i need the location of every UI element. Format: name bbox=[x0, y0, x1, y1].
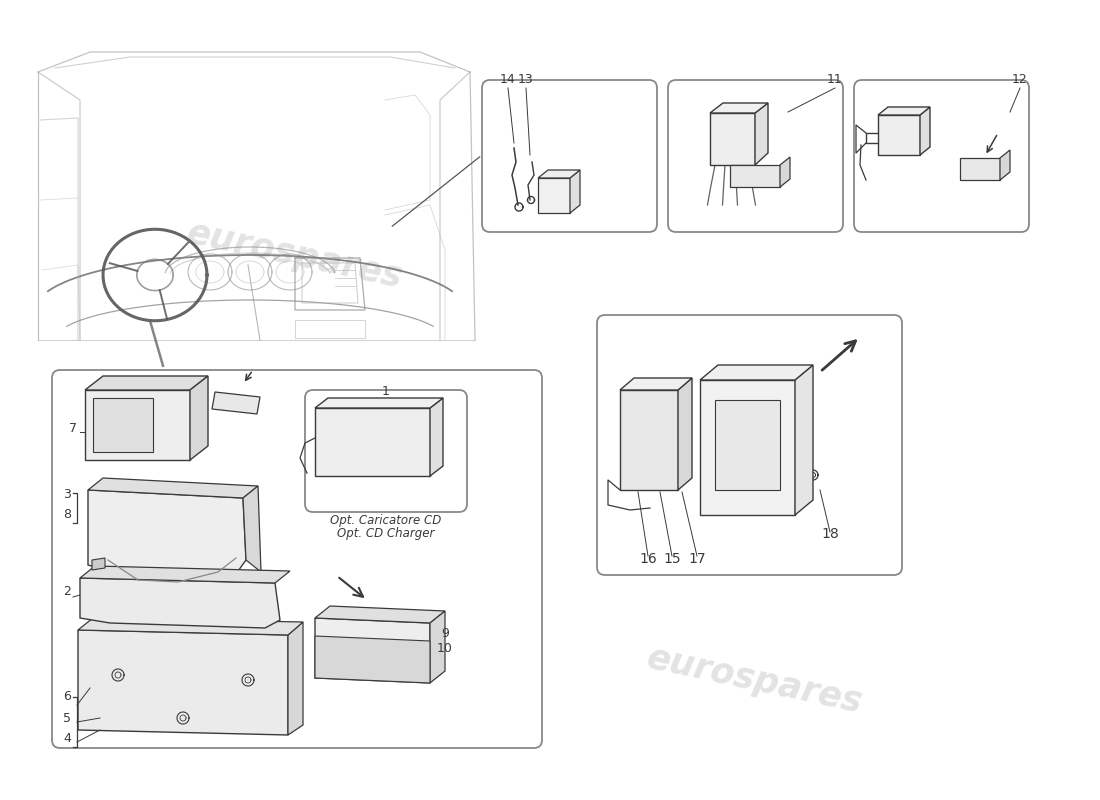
Polygon shape bbox=[795, 365, 813, 515]
Polygon shape bbox=[315, 618, 430, 683]
Polygon shape bbox=[80, 566, 290, 583]
Polygon shape bbox=[730, 165, 780, 187]
Polygon shape bbox=[678, 378, 692, 490]
Polygon shape bbox=[620, 378, 692, 390]
Text: Opt. Caricatore CD: Opt. Caricatore CD bbox=[330, 514, 441, 527]
Polygon shape bbox=[1000, 150, 1010, 180]
Text: Opt. CD Charger: Opt. CD Charger bbox=[338, 527, 434, 540]
Polygon shape bbox=[538, 170, 580, 178]
Polygon shape bbox=[620, 390, 678, 490]
FancyBboxPatch shape bbox=[482, 80, 657, 232]
Polygon shape bbox=[243, 486, 261, 572]
Polygon shape bbox=[92, 558, 104, 570]
Polygon shape bbox=[315, 636, 430, 683]
Polygon shape bbox=[85, 390, 190, 460]
Polygon shape bbox=[700, 365, 813, 380]
Polygon shape bbox=[212, 392, 260, 414]
Polygon shape bbox=[755, 103, 768, 165]
Text: eurospares: eurospares bbox=[644, 641, 866, 719]
Polygon shape bbox=[315, 398, 443, 408]
FancyBboxPatch shape bbox=[597, 315, 902, 575]
Text: 5: 5 bbox=[63, 712, 72, 725]
Polygon shape bbox=[715, 400, 780, 490]
Polygon shape bbox=[538, 178, 570, 213]
Polygon shape bbox=[94, 398, 153, 452]
Polygon shape bbox=[315, 606, 446, 623]
Polygon shape bbox=[430, 398, 443, 476]
Polygon shape bbox=[710, 113, 755, 165]
Text: 16: 16 bbox=[639, 552, 657, 566]
Text: 7: 7 bbox=[69, 422, 77, 435]
Polygon shape bbox=[85, 376, 208, 390]
FancyBboxPatch shape bbox=[52, 370, 542, 748]
Polygon shape bbox=[190, 376, 208, 460]
Text: 8: 8 bbox=[63, 508, 72, 521]
Text: 17: 17 bbox=[689, 552, 706, 566]
FancyBboxPatch shape bbox=[854, 80, 1028, 232]
Text: 3: 3 bbox=[63, 488, 70, 501]
FancyBboxPatch shape bbox=[668, 80, 843, 232]
Polygon shape bbox=[780, 157, 790, 187]
Text: eurospares: eurospares bbox=[184, 215, 406, 294]
Polygon shape bbox=[88, 478, 258, 498]
Polygon shape bbox=[920, 107, 929, 155]
Polygon shape bbox=[80, 578, 280, 628]
Text: 12: 12 bbox=[1012, 73, 1027, 86]
Polygon shape bbox=[78, 630, 288, 735]
Text: 18: 18 bbox=[821, 527, 839, 541]
Text: 15: 15 bbox=[663, 552, 681, 566]
FancyBboxPatch shape bbox=[305, 390, 468, 512]
Text: 2: 2 bbox=[63, 585, 70, 598]
Polygon shape bbox=[960, 158, 1000, 180]
Polygon shape bbox=[430, 611, 446, 683]
Polygon shape bbox=[88, 490, 246, 588]
Text: eurospares: eurospares bbox=[644, 415, 866, 494]
Text: 10: 10 bbox=[437, 642, 453, 655]
Text: 1: 1 bbox=[382, 385, 389, 398]
Text: 13: 13 bbox=[518, 73, 534, 86]
Text: 4: 4 bbox=[63, 732, 70, 745]
Text: 9: 9 bbox=[441, 627, 449, 640]
Text: 6: 6 bbox=[63, 690, 70, 703]
Polygon shape bbox=[78, 618, 302, 635]
Polygon shape bbox=[570, 170, 580, 213]
Text: 14: 14 bbox=[500, 73, 516, 86]
Polygon shape bbox=[710, 103, 768, 113]
Polygon shape bbox=[288, 622, 302, 735]
Polygon shape bbox=[700, 380, 795, 515]
Polygon shape bbox=[878, 115, 920, 155]
Text: 11: 11 bbox=[827, 73, 843, 86]
Polygon shape bbox=[315, 408, 430, 476]
Polygon shape bbox=[878, 107, 930, 115]
